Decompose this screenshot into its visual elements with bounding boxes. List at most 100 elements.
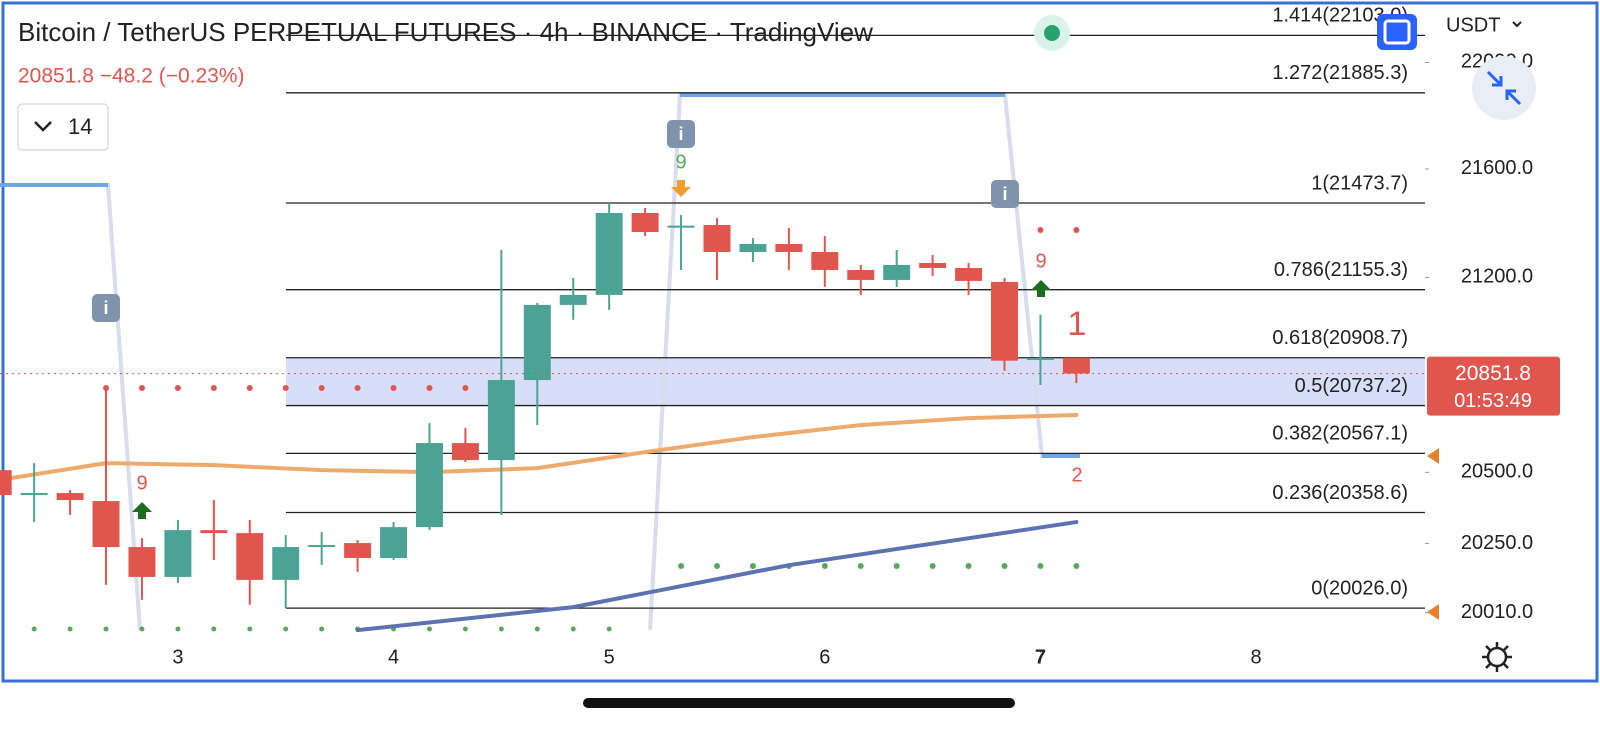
settings-icon[interactable] xyxy=(1482,642,1512,672)
stop-dot xyxy=(857,563,864,569)
candle-body xyxy=(56,493,84,501)
info-icon xyxy=(667,120,695,148)
stop-dot xyxy=(929,563,936,569)
x-tick-label: 5 xyxy=(604,646,615,668)
candle-body xyxy=(92,501,120,548)
candle-body xyxy=(128,547,156,577)
candle-body xyxy=(164,530,192,577)
countdown: 01:53:49 xyxy=(1454,390,1532,412)
fib-label: 0.236(20358.6) xyxy=(1272,482,1408,504)
annotation: 9 xyxy=(675,151,686,173)
fib-label: 0.5(20737.2) xyxy=(1295,375,1408,397)
stop-dot xyxy=(1001,563,1008,569)
currency-chevron xyxy=(1512,21,1522,28)
x-tick-label: 4 xyxy=(388,646,399,668)
stop-dot xyxy=(139,626,145,632)
fib-label: 0.618(20908.7) xyxy=(1272,327,1408,349)
quote: 20851.8 −48.2 (−0.23%) xyxy=(18,65,245,88)
interval-value: 14 xyxy=(68,114,92,139)
candle-body xyxy=(667,225,695,228)
candle-body xyxy=(631,213,659,233)
candle-body xyxy=(595,213,623,295)
x-tick-label: 8 xyxy=(1251,646,1262,668)
candle-body xyxy=(200,530,228,534)
plot: 1.414(22103.0) 1.272(21885.3) 1(21473.7) 0.… xyxy=(0,5,1560,668)
stop-dot xyxy=(1073,563,1080,569)
annotation: 1 xyxy=(1068,305,1087,343)
stop-dot xyxy=(462,626,468,632)
info-icon xyxy=(991,180,1019,208)
stop-dot xyxy=(678,563,685,569)
info-glyph: i xyxy=(678,124,683,144)
stop-dot xyxy=(138,385,145,391)
stop-dot xyxy=(1037,227,1044,233)
axis-marker xyxy=(1427,448,1439,464)
stop-dot xyxy=(283,626,289,632)
candle-body xyxy=(20,493,48,496)
interval-dropdown[interactable] xyxy=(17,103,109,151)
fib-label: 1.414(22103.0) xyxy=(1272,5,1408,27)
fullscreen-icon xyxy=(1383,19,1411,45)
stop-dot xyxy=(749,563,756,569)
stop-dot xyxy=(606,626,612,632)
candle-body xyxy=(415,443,443,528)
home-indicator xyxy=(583,698,1015,708)
annotation: 9 xyxy=(1035,250,1046,272)
candle-body xyxy=(1026,357,1054,360)
y-tick-label: 20010.0 xyxy=(1461,601,1533,623)
stop-dot xyxy=(318,385,325,391)
stop-dot xyxy=(965,563,972,569)
stop-dot xyxy=(426,626,432,632)
arrow-up xyxy=(1031,280,1051,297)
stop-dot xyxy=(174,385,181,391)
fullscreen-button[interactable] xyxy=(1377,14,1417,50)
chevron-icon xyxy=(34,121,52,132)
stop-dot xyxy=(67,626,73,632)
candle-body xyxy=(919,262,947,268)
candle-body xyxy=(991,281,1018,361)
y-tick-label: 21600.0 xyxy=(1461,157,1533,179)
fib-label: 1(21473.7) xyxy=(1311,172,1408,194)
candle-body xyxy=(308,545,336,548)
arrow-up xyxy=(132,502,152,519)
candle-body xyxy=(559,294,587,305)
stop-dot xyxy=(1073,227,1080,233)
collapse-button[interactable] xyxy=(1472,56,1536,120)
x-tick-label: 6 xyxy=(819,646,830,668)
status-dot xyxy=(1044,25,1060,41)
trend-step-hi xyxy=(0,93,1080,458)
candle-body xyxy=(523,304,551,381)
title: Bitcoin / TetherUS PERPETUAL FUTURES · 4… xyxy=(18,17,873,47)
stop-dot xyxy=(821,563,828,569)
candle-body xyxy=(955,267,983,281)
x-tick-label: 7 xyxy=(1035,646,1046,668)
candle-body xyxy=(0,470,12,496)
stop-dot xyxy=(390,385,397,391)
fib-label: 0(20026.0) xyxy=(1311,577,1408,599)
stop-dot xyxy=(246,385,253,391)
candle-body xyxy=(380,527,408,558)
collapse-icon xyxy=(1486,70,1522,106)
candle-body xyxy=(1062,357,1090,374)
stop-dot xyxy=(354,385,361,391)
price-tag xyxy=(1427,356,1560,416)
stop-dot xyxy=(570,626,576,632)
frame xyxy=(1,1,1599,683)
moving-average xyxy=(355,520,1079,633)
candle-body xyxy=(272,547,300,580)
fib-label: 1.272(21885.3) xyxy=(1272,62,1408,84)
stop-dot xyxy=(426,385,433,391)
stop-dot xyxy=(319,626,325,632)
candle-body xyxy=(883,264,911,280)
fib-label: 0.786(21155.3) xyxy=(1274,259,1408,281)
info-glyph: i xyxy=(103,298,108,318)
y-tick-label: 20250.0 xyxy=(1461,532,1533,554)
currency[interactable]: USDT xyxy=(1446,14,1500,36)
fib-zone xyxy=(286,357,1425,406)
stop-dot xyxy=(247,626,253,632)
axis-marker xyxy=(1427,604,1439,620)
info-glyph: i xyxy=(1002,184,1007,204)
moving-average xyxy=(0,413,1079,482)
